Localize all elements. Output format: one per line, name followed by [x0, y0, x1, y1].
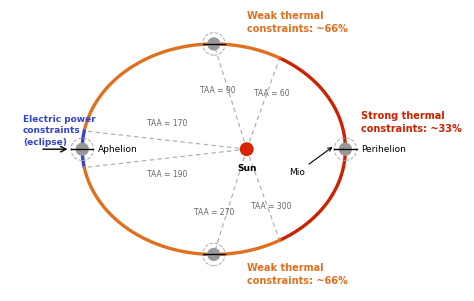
- Circle shape: [208, 249, 220, 260]
- Circle shape: [76, 143, 88, 155]
- Circle shape: [208, 38, 220, 50]
- Text: Strong thermal
constraints: ~33%: Strong thermal constraints: ~33%: [361, 111, 462, 134]
- Text: Aphelion: Aphelion: [98, 145, 138, 154]
- Text: Weak thermal
constraints: ~66%: Weak thermal constraints: ~66%: [247, 263, 347, 286]
- Text: Electric power
constraints
(eclipse): Electric power constraints (eclipse): [23, 115, 96, 147]
- Text: Perihelion: Perihelion: [361, 145, 406, 154]
- Text: TAA = 300: TAA = 300: [251, 202, 292, 211]
- Text: Sun: Sun: [237, 164, 256, 173]
- Text: Weak thermal
constraints: ~66%: Weak thermal constraints: ~66%: [247, 11, 347, 34]
- Text: TAA = 90: TAA = 90: [200, 86, 236, 95]
- Text: TAA = 60: TAA = 60: [254, 89, 290, 98]
- Text: Mio: Mio: [289, 147, 332, 178]
- Text: TAA = 170: TAA = 170: [147, 119, 187, 128]
- Text: TAA = 270: TAA = 270: [194, 208, 235, 217]
- Point: [243, 147, 251, 152]
- Circle shape: [339, 143, 351, 155]
- Text: TAA = 190: TAA = 190: [147, 170, 187, 179]
